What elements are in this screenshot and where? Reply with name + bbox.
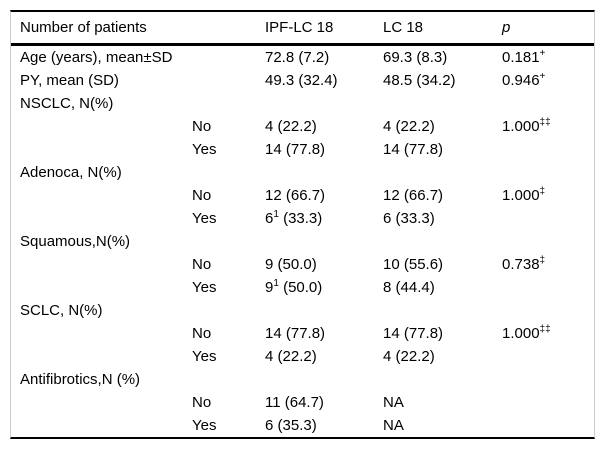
cell-sub: Yes	[192, 417, 217, 434]
cell-ipf: 4 (22.2)	[265, 118, 317, 135]
superscript-marker: ‡‡	[539, 117, 551, 128]
cell-sub: Yes	[192, 348, 217, 365]
table-row-group-label: Age (years), mean±SD 72.8 (7.2) 69.3 (8.3)…	[11, 46, 594, 69]
cell-sub: No	[192, 187, 212, 204]
table-row: No 14 (77.8) 14 (77.8) 1.000‡‡	[11, 322, 594, 345]
table-row: Yes 61 (33.3) 6 (33.3)	[11, 207, 594, 230]
cell-ipf: 4 (22.2)	[265, 348, 317, 365]
cell-p: 0.738‡	[502, 255, 546, 274]
cell-lc: NA	[383, 417, 404, 434]
superscript-marker: ‡	[539, 255, 546, 266]
superscript-marker: ‡‡	[539, 324, 551, 335]
cell-ipf: 61 (33.3)	[265, 209, 323, 228]
table-header-row: Number of patients IPF-LC 18 LC 18 p	[11, 12, 594, 46]
cell-sub: Yes	[192, 210, 217, 227]
cell-label: NSCLC, N(%)	[20, 95, 114, 112]
cell-sub: No	[192, 256, 212, 273]
cell-ipf: 11 (64.7)	[265, 394, 324, 411]
table-row-group-label: PY, mean (SD) 49.3 (32.4) 48.5 (34.2) 0.946…	[11, 69, 594, 92]
cell-p: 0.181+	[502, 48, 546, 67]
cell-p: 1.000‡	[502, 186, 546, 205]
cell-ipf: 49.3 (32.4)	[265, 72, 338, 89]
cell-lc: 69.3 (8.3)	[383, 49, 448, 66]
cell-sub: No	[192, 118, 212, 135]
table-row: No 9 (50.0) 10 (55.6) 0.738‡	[11, 253, 594, 276]
cell-p: 1.000‡‡	[502, 324, 551, 343]
cell-sub: No	[192, 394, 212, 411]
cell-ipf: 14 (77.8)	[265, 141, 326, 158]
superscript-marker: 1	[273, 209, 279, 220]
table-row-group-label: SCLC, N(%)	[11, 299, 594, 322]
superscript-marker: ‡	[539, 186, 546, 197]
cell-ipf: 91 (50.0)	[265, 278, 323, 297]
column-header-number-of-patients: Number of patients	[20, 19, 147, 36]
cell-lc: 48.5 (34.2)	[383, 72, 456, 89]
cell-sub: Yes	[192, 141, 217, 158]
cell-ipf: 9 (50.0)	[265, 256, 317, 273]
cell-lc: NA	[383, 394, 404, 411]
table-row-group-label: Antifibrotics,N (%)	[11, 368, 594, 391]
table-row-group-label: NSCLC, N(%)	[11, 92, 594, 115]
column-header-ipf-lc-18: IPF-LC 18	[265, 19, 334, 36]
superscript-marker: 1	[273, 278, 279, 289]
patient-characteristics-table: Number of patients IPF-LC 18 LC 18 p Age…	[10, 10, 595, 439]
table-row: No 12 (66.7) 12 (66.7) 1.000‡	[11, 184, 594, 207]
cell-lc: 14 (77.8)	[383, 325, 444, 342]
cell-ipf: 6 (35.3)	[265, 417, 317, 434]
cell-label: Squamous,N(%)	[20, 233, 131, 250]
cell-sub: Yes	[192, 279, 217, 296]
table-row: No 4 (22.2) 4 (22.2) 1.000‡‡	[11, 115, 594, 138]
cell-lc: 10 (55.6)	[383, 256, 444, 273]
table-row-group-label: Adenoca, N(%)	[11, 161, 594, 184]
cell-lc: 14 (77.8)	[383, 141, 444, 158]
cell-label: Age (years), mean±SD	[20, 49, 173, 66]
cell-label: Adenoca, N(%)	[20, 164, 122, 181]
cell-label: Antifibrotics,N (%)	[20, 371, 141, 388]
table-body: Age (years), mean±SD 72.8 (7.2) 69.3 (8.3)…	[11, 46, 594, 437]
table-row: Yes 14 (77.8) 14 (77.8)	[11, 138, 594, 161]
cell-ipf: 14 (77.8)	[265, 325, 326, 342]
cell-sub: No	[192, 325, 212, 342]
table-row-group-label: Squamous,N(%)	[11, 230, 594, 253]
table-row: Yes 6 (35.3) NA	[11, 414, 594, 437]
cell-lc: 12 (66.7)	[383, 187, 444, 204]
cell-label: SCLC, N(%)	[20, 302, 103, 319]
superscript-marker: +	[539, 48, 546, 59]
cell-p: 1.000‡‡	[502, 117, 551, 136]
cell-lc: 4 (22.2)	[383, 118, 435, 135]
cell-lc: 4 (22.2)	[383, 348, 435, 365]
cell-label: PY, mean (SD)	[20, 72, 119, 89]
cell-lc: 8 (44.4)	[383, 279, 435, 296]
column-header-lc-18: LC 18	[383, 19, 424, 36]
cell-ipf: 72.8 (7.2)	[265, 49, 330, 66]
cell-lc: 6 (33.3)	[383, 210, 435, 227]
cell-p: 0.946+	[502, 71, 546, 90]
column-header-p-value: p	[502, 19, 511, 36]
table-row: No 11 (64.7) NA	[11, 391, 594, 414]
cell-ipf: 12 (66.7)	[265, 187, 326, 204]
table-row: Yes 91 (50.0) 8 (44.4)	[11, 276, 594, 299]
superscript-marker: +	[539, 71, 546, 82]
table-row: Yes 4 (22.2) 4 (22.2)	[11, 345, 594, 368]
